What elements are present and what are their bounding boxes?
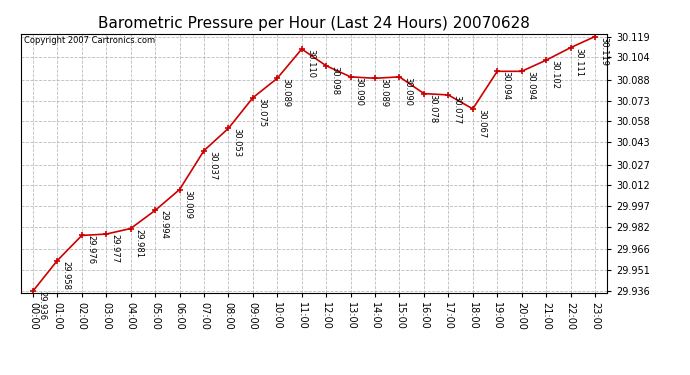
Text: 29.976: 29.976 [86,236,95,265]
Text: 30.110: 30.110 [306,49,315,78]
Text: 30.098: 30.098 [331,66,339,95]
Text: 30.111: 30.111 [575,48,584,76]
Text: 30.067: 30.067 [477,109,486,138]
Text: 30.089: 30.089 [282,78,290,107]
Text: 29.977: 29.977 [110,234,119,263]
Text: 30.090: 30.090 [355,77,364,106]
Text: 29.958: 29.958 [61,261,70,290]
Title: Barometric Pressure per Hour (Last 24 Hours) 20070628: Barometric Pressure per Hour (Last 24 Ho… [98,16,530,31]
Text: 29.981: 29.981 [135,228,144,258]
Text: 30.119: 30.119 [599,36,608,66]
Text: Copyright 2007 Cartronics.com: Copyright 2007 Cartronics.com [23,36,155,45]
Text: 29.936: 29.936 [37,291,46,320]
Text: 30.077: 30.077 [453,95,462,124]
Text: 30.094: 30.094 [502,71,511,100]
Text: 30.075: 30.075 [257,98,266,127]
Text: 30.053: 30.053 [233,128,241,158]
Text: 30.037: 30.037 [208,151,217,180]
Text: 30.090: 30.090 [404,77,413,106]
Text: 29.994: 29.994 [159,210,168,239]
Text: 30.094: 30.094 [526,71,535,100]
Text: 30.102: 30.102 [550,60,560,89]
Text: 30.009: 30.009 [184,189,193,219]
Text: 30.089: 30.089 [380,78,388,107]
Text: 30.078: 30.078 [428,94,437,123]
